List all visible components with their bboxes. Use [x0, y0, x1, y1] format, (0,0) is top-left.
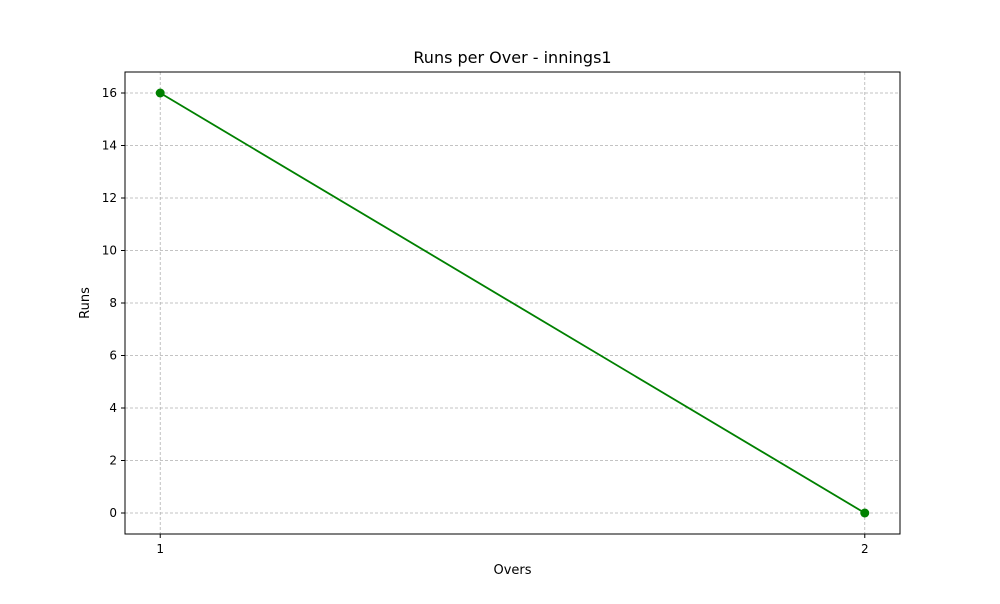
y-tick-label: 12 [102, 191, 117, 205]
y-tick-label: 6 [109, 349, 117, 363]
data-point [155, 88, 165, 98]
x-tick-label: 1 [156, 542, 164, 556]
y-tick-label: 16 [102, 86, 117, 100]
y-tick-label: 14 [102, 139, 117, 153]
series-line [159, 92, 866, 514]
data-point [860, 508, 870, 518]
chart-title: Runs per Over - innings1 [413, 48, 611, 67]
y-tick-label: 0 [109, 506, 117, 520]
y-tick-label: 10 [102, 244, 117, 258]
y-axis-label: Runs [78, 287, 93, 319]
series-layer [155, 88, 870, 518]
y-tick-label: 4 [109, 401, 117, 415]
y-tick-label: 8 [109, 296, 117, 310]
y-tick-label: 2 [109, 454, 117, 468]
x-axis-label: Overs [493, 563, 531, 578]
grid-layer [125, 72, 900, 534]
plot-frame [124, 71, 901, 535]
x-tick-label: 2 [861, 542, 869, 556]
